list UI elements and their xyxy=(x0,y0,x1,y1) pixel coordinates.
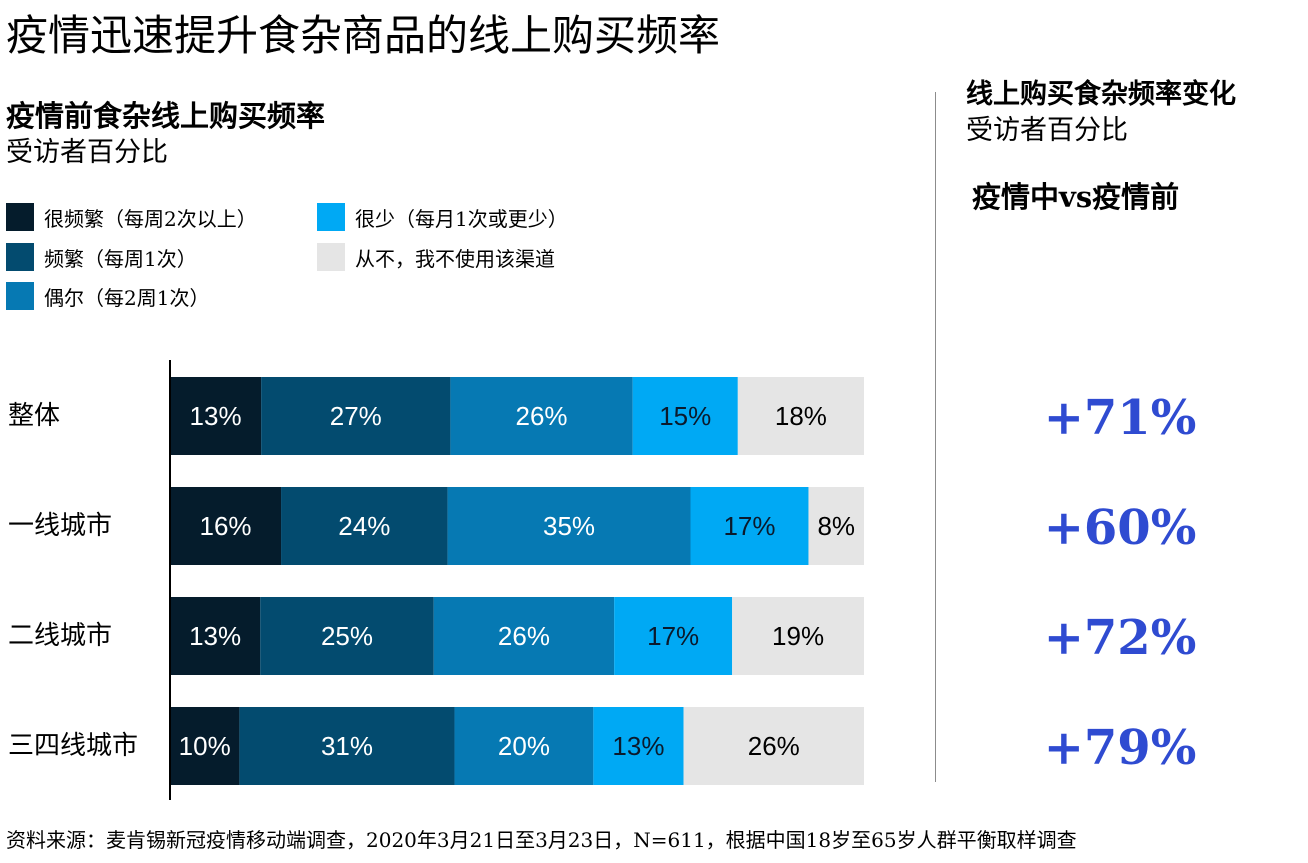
data-label: 10% xyxy=(179,731,231,761)
bar-segment xyxy=(454,707,594,785)
data-label: 26% xyxy=(748,731,800,761)
bar-segment xyxy=(170,707,240,785)
bar-segment xyxy=(239,707,455,785)
category-label: 二线城市 xyxy=(8,621,112,651)
source-note: 资料来源：麦肯锡新冠疫情移动端调查，2020年3月21日至3月23日，N=611… xyxy=(6,828,1077,852)
legend-item-never: 从不，我不使用该渠道 xyxy=(317,240,555,274)
data-label: 26% xyxy=(516,401,568,431)
bar-segment xyxy=(632,377,738,455)
data-label: 13% xyxy=(612,731,664,761)
data-label: 35% xyxy=(543,511,595,541)
data-label: 17% xyxy=(723,511,775,541)
data-label: 26% xyxy=(498,621,550,651)
right-panel-title: 线上购买食杂频率变化 xyxy=(966,79,1236,110)
data-label: 19% xyxy=(772,621,824,651)
legend-swatch xyxy=(317,243,345,271)
data-label: 18% xyxy=(775,401,827,431)
data-label: 16% xyxy=(199,511,251,541)
bar-segment xyxy=(683,707,864,785)
change-value: +60% xyxy=(1044,500,1197,556)
page-title: 疫情迅速提升食杂商品的线上购买频率 xyxy=(6,11,721,60)
data-label: 25% xyxy=(321,621,373,651)
legend-swatch xyxy=(6,282,34,310)
legend-label: 偶尔（每2周1次） xyxy=(44,285,210,310)
legend-label: 很频繁（每周2次以上） xyxy=(44,206,257,231)
data-label: 27% xyxy=(330,401,382,431)
bar-segment xyxy=(281,487,448,565)
bar-segment xyxy=(614,597,733,675)
change-value: +79% xyxy=(1044,720,1197,776)
legend-label: 频繁（每周1次） xyxy=(44,246,197,271)
category-label: 三四线城市 xyxy=(8,731,138,761)
bar-segment xyxy=(808,487,864,565)
data-label: 31% xyxy=(321,731,373,761)
bar-segment xyxy=(690,487,809,565)
data-label: 15% xyxy=(659,401,711,431)
legend-item-frequent: 频繁（每周1次） xyxy=(6,240,197,274)
legend-label: 很少（每月1次或更少） xyxy=(355,206,568,231)
bar-segment xyxy=(732,597,864,675)
bar-segment xyxy=(447,487,691,565)
data-label: 24% xyxy=(338,511,390,541)
legend-swatch xyxy=(317,203,345,231)
bar-segment xyxy=(170,597,261,675)
data-label: 13% xyxy=(189,621,241,651)
left-panel-subtitle: 受访者百分比 xyxy=(6,137,168,168)
bar-segment xyxy=(593,707,684,785)
bar-segment xyxy=(433,597,615,675)
panel-divider xyxy=(935,92,936,782)
bar-segment xyxy=(170,487,282,565)
data-label: 17% xyxy=(647,621,699,651)
legend-swatch xyxy=(6,203,34,231)
bar-segment xyxy=(261,377,451,455)
bar-segment xyxy=(737,377,864,455)
change-value: +71% xyxy=(1044,390,1197,446)
legend-item-rarely: 很少（每月1次或更少） xyxy=(317,200,568,234)
legend-item-occasional: 偶尔（每2周1次） xyxy=(6,279,209,313)
stacked-bar-chart: 整体 13% 27% 26% 15% 18% +71% 一线城市 16% 24% 35% 17% 8% +… xyxy=(8,360,1197,800)
data-label: 20% xyxy=(498,731,550,761)
category-label: 整体 xyxy=(8,401,60,431)
legend-item-very-frequent: 很频繁（每周2次以上） xyxy=(6,200,257,234)
legend-swatch xyxy=(6,243,34,271)
left-panel-title: 疫情前食杂线上购买频率 xyxy=(6,99,326,133)
data-label: 8% xyxy=(817,511,855,541)
bar-segment xyxy=(260,597,434,675)
change-value: +72% xyxy=(1044,610,1197,666)
bar-segment xyxy=(170,377,262,455)
legend-label: 从不，我不使用该渠道 xyxy=(355,246,555,271)
data-label: 13% xyxy=(190,401,242,431)
right-panel-subtitle: 受访者百分比 xyxy=(966,115,1128,146)
category-label: 一线城市 xyxy=(8,511,112,541)
comparison-label: 疫情中vs疫情前 xyxy=(972,180,1180,214)
bar-segment xyxy=(450,377,633,455)
